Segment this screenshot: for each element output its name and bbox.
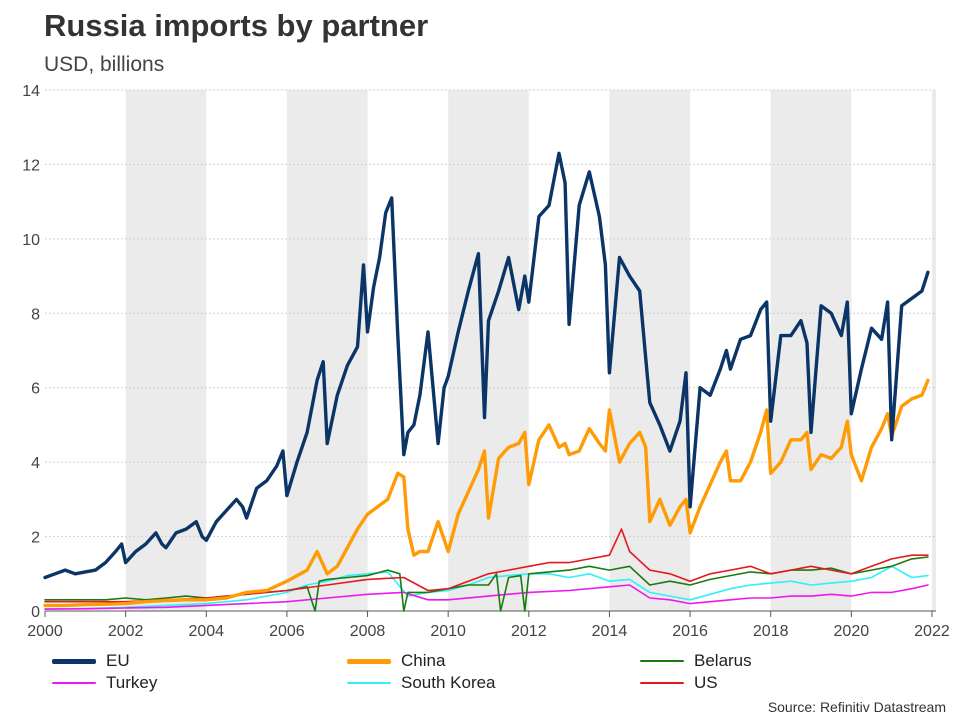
y-tick-label: 0: [31, 604, 40, 621]
y-tick-label: 12: [22, 157, 40, 174]
legend-label-turkey: Turkey: [106, 673, 158, 692]
x-tick-label: 2020: [834, 623, 870, 640]
y-tick-label: 8: [31, 306, 40, 323]
x-tick-label: 2014: [592, 623, 628, 640]
shaded-band-5: [931, 90, 936, 611]
shaded-band-3: [609, 90, 691, 611]
legend-item-us[interactable]: US: [640, 673, 718, 693]
x-tick-label: 2018: [753, 623, 789, 640]
y-tick-label: 6: [31, 381, 40, 398]
y-tick-label: 4: [31, 455, 40, 472]
y-tick-labels: 0 2 4 6 8 10 12 14: [22, 83, 40, 621]
series-line-turkey: [44, 584, 929, 610]
legend-item-turkey[interactable]: Turkey: [52, 673, 157, 693]
legend-swatch-us: [640, 682, 684, 684]
legend-item-eu[interactable]: EU: [52, 651, 130, 671]
x-tick-label: 2008: [350, 623, 386, 640]
legend-item-south-korea[interactable]: South Korea: [347, 673, 496, 693]
series-line-eu: [43, 151, 930, 580]
shaded-bands: [125, 90, 936, 611]
x-tick-label: 2004: [188, 623, 224, 640]
legend-swatch-turkey: [52, 682, 96, 684]
x-tick-label: 2000: [27, 623, 63, 640]
x-tick-label: 2002: [108, 623, 144, 640]
legend-label-belarus: Belarus: [694, 651, 752, 670]
y-tick-label: 2: [31, 530, 40, 547]
legend-label-us: US: [694, 673, 718, 692]
y-tick-label: 14: [22, 83, 40, 100]
series-line-us: [44, 528, 929, 603]
x-tick-label: 2016: [672, 623, 708, 640]
shaded-band-4: [770, 90, 852, 611]
legend-swatch-south-korea: [347, 682, 391, 684]
x-tick-labels: 2000 2002 2004 2006 2008 2010 2012 2014 2016 2018…: [27, 611, 950, 640]
chart-title: Russia imports by partner: [44, 8, 429, 43]
shaded-band-0: [125, 90, 207, 611]
legend-item-china[interactable]: China: [347, 651, 445, 671]
source-note: Source: Refinitiv Datastream: [767, 699, 946, 715]
series-line-china: [43, 378, 930, 608]
x-tick-label: 2022: [914, 623, 950, 640]
legend-swatch-china: [347, 658, 391, 664]
series-lines: [43, 151, 930, 612]
x-tick-label: 2012: [511, 623, 547, 640]
legend-swatch-eu: [52, 658, 96, 664]
chart-subtitle: USD, billions: [44, 53, 165, 76]
legend-swatch-belarus: [640, 660, 684, 662]
legend-item-belarus[interactable]: Belarus: [640, 651, 752, 671]
legend-label-south-korea: South Korea: [401, 673, 496, 692]
x-tick-label: 2010: [430, 623, 466, 640]
y-tick-label: 10: [22, 232, 40, 249]
x-tick-label: 2006: [269, 623, 305, 640]
legend-label-eu: EU: [106, 651, 130, 670]
legend-label-china: China: [401, 651, 446, 670]
